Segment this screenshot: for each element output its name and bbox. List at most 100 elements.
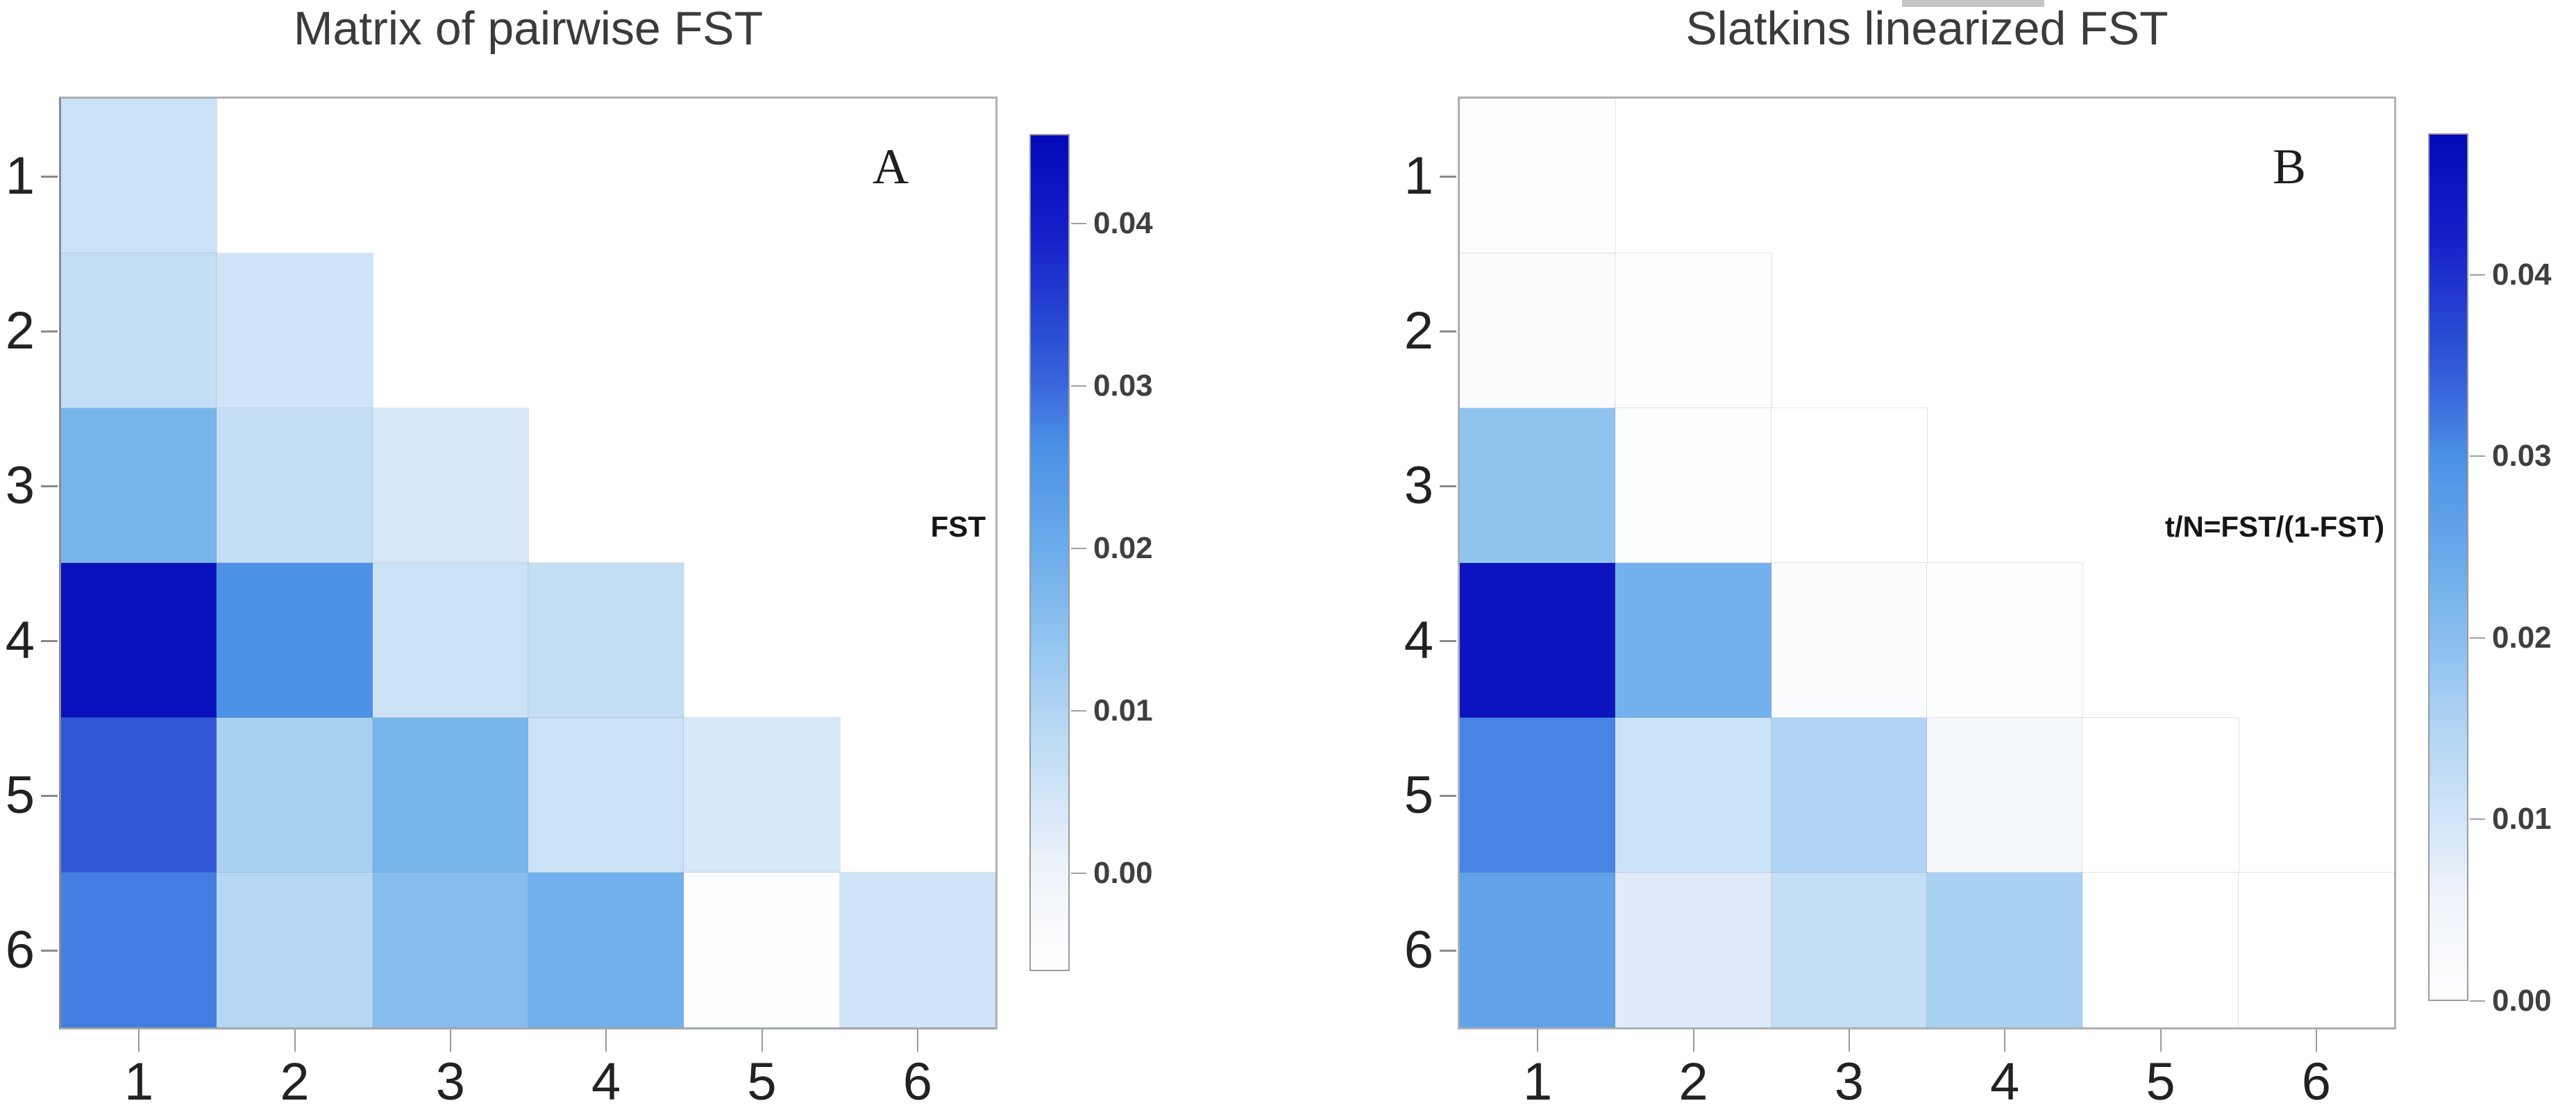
heatmap-cell-r5-c2 xyxy=(216,717,373,873)
heatmap-cells-a xyxy=(60,98,996,1028)
heatmap-cell-r4-c1 xyxy=(60,562,218,718)
colorbar-tick-label: 0.04 xyxy=(1093,205,1153,240)
chart-title-a: Matrix of pairwise FST xyxy=(293,2,764,55)
x-tick-mark xyxy=(1692,1029,1694,1052)
y-tick-label: 3 xyxy=(1404,455,1433,515)
heatmap-plot-a: A FST xyxy=(59,96,997,1029)
y-tick-label: 3 xyxy=(5,455,35,515)
colorbar-tick-mark xyxy=(2470,274,2485,276)
heatmap-cell-r6-c5 xyxy=(2082,872,2239,1028)
heatmap-cell-r3-c3 xyxy=(371,407,529,564)
x-tick-label: 4 xyxy=(1990,1052,2020,1110)
y-tick-label: 4 xyxy=(5,610,35,670)
colorbar-tick-mark xyxy=(1071,385,1086,387)
colorbar-tick-mark xyxy=(1071,873,1086,875)
x-tick-label: 4 xyxy=(591,1052,621,1110)
heatmap-cell-r2-c2 xyxy=(1615,253,1772,409)
heatmap-cell-r5-c3 xyxy=(1770,717,1928,873)
heatmap-cell-r6-c3 xyxy=(371,872,529,1028)
x-tick-label: 5 xyxy=(747,1052,777,1110)
legend-label-b: t/N=FST/(1-FST) xyxy=(2164,510,2384,543)
y-tick-mark xyxy=(1440,175,1456,178)
y-tick-mark xyxy=(41,485,58,487)
x-tick-label: 1 xyxy=(1523,1052,1553,1110)
heatmap-cell-r6-c4 xyxy=(527,872,685,1028)
screenshot-artifact xyxy=(1902,0,2044,7)
colorbar-tick-mark xyxy=(1071,222,1086,224)
y-tick-mark xyxy=(1440,794,1456,797)
colorbar-tick-label: 0.03 xyxy=(1093,368,1153,403)
y-tick-label: 5 xyxy=(1404,765,1433,825)
heatmap-cell-r6-c1 xyxy=(60,872,218,1028)
colorbar-b xyxy=(2428,133,2468,1001)
heatmap-cell-r3-c2 xyxy=(216,407,373,564)
heatmap-cell-r4-c3 xyxy=(1770,562,1928,718)
x-tick-mark xyxy=(2315,1029,2317,1052)
y-tick-mark xyxy=(1440,639,1456,642)
chart-title-b: Slatkins linearized FST xyxy=(1685,2,2169,55)
y-tick-mark xyxy=(41,175,58,178)
panel-letter-a: A xyxy=(873,139,909,194)
colorbar-tick-mark xyxy=(2470,455,2485,457)
colorbar-tick-mark xyxy=(1071,548,1086,550)
heatmap-cell-r6-c2 xyxy=(1615,872,1772,1028)
colorbar-tick-label: 0.00 xyxy=(1093,856,1153,891)
heatmap-cell-r6-c3 xyxy=(1770,872,1928,1028)
heatmap-cell-r4-c3 xyxy=(371,562,529,718)
colorbar-tick-mark xyxy=(2470,637,2485,639)
panel-letter-b: B xyxy=(2272,139,2307,194)
heatmap-cell-r6-c4 xyxy=(1926,872,2084,1028)
x-tick-mark xyxy=(138,1029,140,1052)
heatmap-cell-r2-c1 xyxy=(60,253,218,409)
heatmap-cell-r4-c2 xyxy=(216,562,373,718)
heatmap-cell-r6-c1 xyxy=(1458,872,1617,1028)
x-tick-mark xyxy=(761,1029,763,1052)
y-tick-label: 6 xyxy=(1404,920,1433,979)
x-tick-mark xyxy=(2004,1029,2006,1052)
colorbar-tick-mark xyxy=(2470,1000,2485,1002)
heatmap-cell-r5-c1 xyxy=(60,717,218,873)
y-tick-mark xyxy=(41,639,58,642)
colorbar-tick-label: 0.01 xyxy=(2492,802,2552,836)
y-tick-mark xyxy=(41,949,58,952)
heatmap-cell-r5-c1 xyxy=(1458,717,1617,873)
heatmap-cell-r5-c3 xyxy=(371,717,529,873)
x-tick-mark xyxy=(605,1029,607,1052)
heatmap-cells-b xyxy=(1458,98,2395,1028)
y-tick-label: 2 xyxy=(1404,301,1433,360)
heatmap-cell-r3-c1 xyxy=(60,407,218,564)
x-tick-mark xyxy=(1537,1029,1539,1052)
colorbar-tick-mark xyxy=(2470,818,2485,821)
heatmap-cell-r2-c1 xyxy=(1458,253,1617,409)
y-tick-label: 1 xyxy=(5,146,35,205)
heatmap-cell-r6-c2 xyxy=(216,872,373,1028)
x-tick-label: 6 xyxy=(2301,1052,2331,1110)
colorbar-tick-label: 0.03 xyxy=(2492,439,2552,473)
colorbar-a xyxy=(1029,134,1070,971)
heatmap-cell-r6-c6 xyxy=(839,872,996,1028)
y-tick-mark xyxy=(1440,330,1456,333)
heatmap-cell-r6-c6 xyxy=(2237,872,2395,1028)
x-tick-mark xyxy=(2160,1029,2162,1052)
heatmap-cell-r3-c2 xyxy=(1615,407,1772,564)
colorbar-tick-label: 0.04 xyxy=(2492,257,2552,292)
x-tick-label: 2 xyxy=(1678,1052,1708,1110)
y-tick-label: 4 xyxy=(1404,610,1433,670)
heatmap-cell-r3-c1 xyxy=(1458,407,1617,564)
x-tick-label: 5 xyxy=(2146,1052,2175,1110)
x-tick-mark xyxy=(1848,1029,1850,1052)
y-tick-mark xyxy=(41,794,58,797)
colorbar-tick-label: 0.01 xyxy=(1093,693,1153,728)
heatmap-cell-r4-c1 xyxy=(1458,562,1617,718)
x-tick-mark xyxy=(916,1029,918,1052)
heatmap-cell-r2-c2 xyxy=(216,253,373,409)
colorbar-tick-label: 0.02 xyxy=(2492,620,2552,655)
colorbar-tick-mark xyxy=(1071,710,1086,712)
x-tick-label: 3 xyxy=(1834,1052,1864,1110)
x-tick-mark xyxy=(449,1029,451,1052)
colorbar-tick-label: 0.00 xyxy=(2492,984,2552,1018)
heatmap-cell-r4-c4 xyxy=(527,562,685,718)
heatmap-cell-r5-c4 xyxy=(1926,717,2084,873)
y-tick-label: 2 xyxy=(5,301,35,360)
